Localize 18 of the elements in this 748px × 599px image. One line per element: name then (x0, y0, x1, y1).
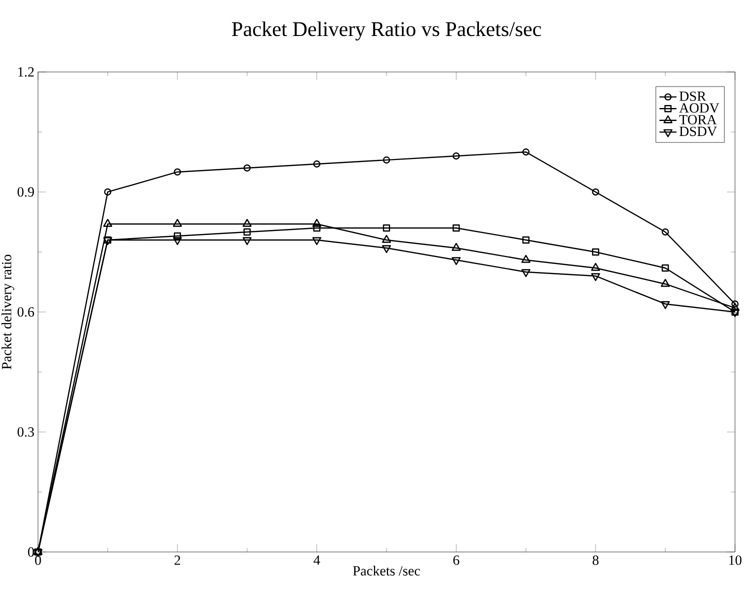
legend-label: DSDV (679, 126, 717, 136)
legend-label: DSR (679, 92, 706, 101)
x-tick-label: 10 (729, 556, 742, 565)
x-tick-label: 4 (314, 555, 320, 565)
legend-label: TORA (679, 115, 717, 124)
x-tick-label: 0 (35, 556, 41, 565)
y-tick-label: 0.9 (18, 187, 34, 197)
y-tick-label: 1.2 (18, 67, 34, 77)
x-axis-title: Packets /sec (353, 566, 420, 576)
chart-title: Packet Delivery Ratio vs Packets/sec (232, 21, 541, 40)
x-tick-label: 6 (453, 556, 460, 565)
x-tick-label: 2 (174, 556, 180, 565)
y-tick-label: 0 (28, 547, 34, 557)
y-tick-label: 0.3 (18, 427, 34, 437)
y-axis-title: Packet delivery ratio (2, 254, 14, 370)
legend-label: AODV (679, 103, 720, 113)
x-tick-label: 8 (592, 556, 599, 565)
y-tick-label: 0.6 (18, 307, 34, 317)
